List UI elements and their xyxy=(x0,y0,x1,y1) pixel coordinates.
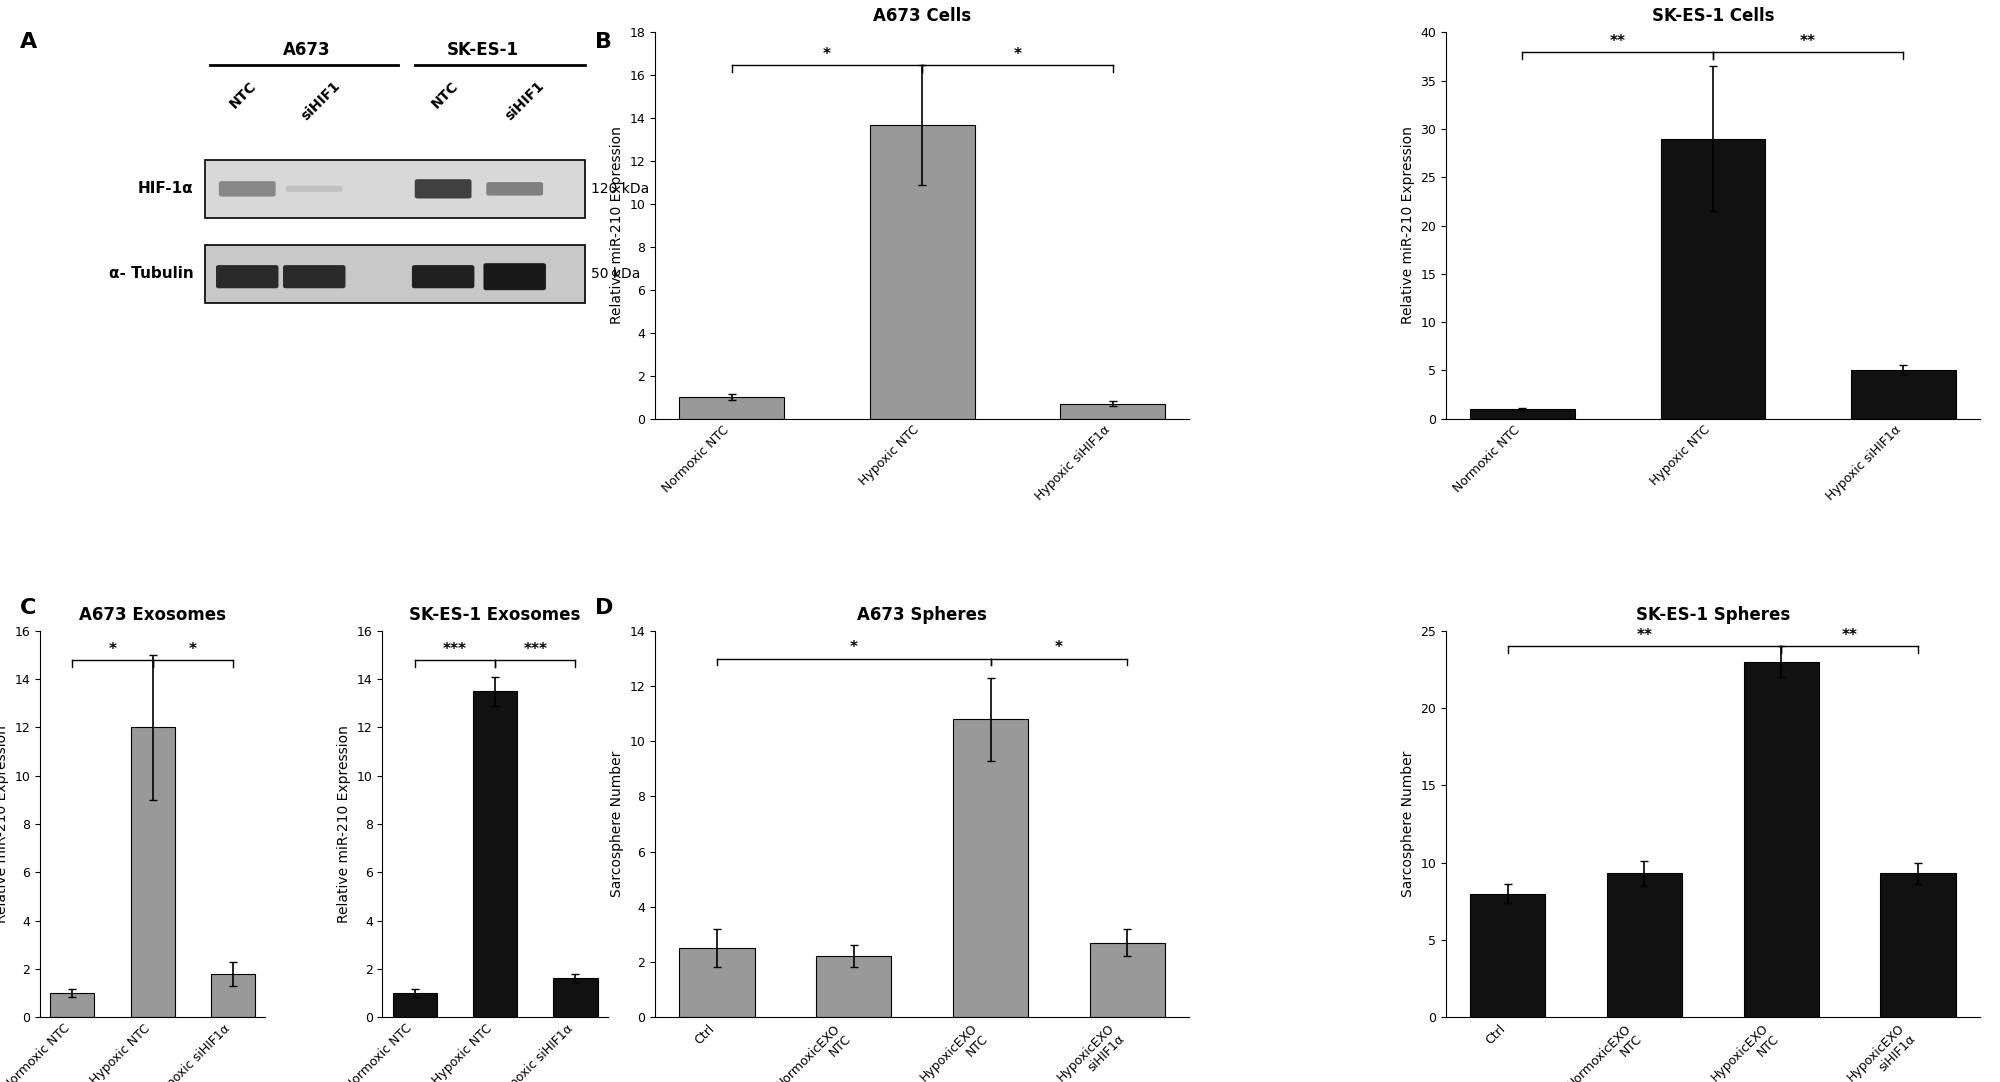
Y-axis label: Sarcosphere Number: Sarcosphere Number xyxy=(610,751,624,897)
Bar xyxy=(1660,138,1766,419)
Text: A: A xyxy=(20,32,38,52)
Bar xyxy=(954,720,1028,1017)
Bar xyxy=(392,993,436,1017)
Text: 120 kDa: 120 kDa xyxy=(590,182,650,196)
Bar xyxy=(870,124,974,419)
Text: **: ** xyxy=(1800,34,1816,49)
Bar xyxy=(1470,409,1574,419)
Y-axis label: Relative miR-210 Expression: Relative miR-210 Expression xyxy=(1400,127,1414,325)
Bar xyxy=(474,691,518,1017)
Text: **: ** xyxy=(1636,629,1652,644)
Text: *: * xyxy=(824,47,832,62)
Bar xyxy=(1606,873,1682,1017)
FancyBboxPatch shape xyxy=(484,263,546,290)
Y-axis label: Relative miR-210 Expression: Relative miR-210 Expression xyxy=(338,725,352,923)
Text: **: ** xyxy=(1842,629,1858,644)
FancyBboxPatch shape xyxy=(486,182,544,196)
Y-axis label: Sarcosphere Number: Sarcosphere Number xyxy=(1400,751,1414,897)
Bar xyxy=(680,948,754,1017)
Text: C: C xyxy=(20,598,36,619)
Bar xyxy=(1880,873,1956,1017)
Text: *: * xyxy=(188,642,196,657)
Title: A673 Cells: A673 Cells xyxy=(874,8,972,25)
Text: NTC: NTC xyxy=(228,79,260,111)
Title: A673 Exosomes: A673 Exosomes xyxy=(80,606,226,624)
Text: ***: *** xyxy=(442,642,466,657)
Bar xyxy=(130,727,174,1017)
Title: SK-ES-1 Cells: SK-ES-1 Cells xyxy=(1652,8,1774,25)
Text: NTC: NTC xyxy=(428,79,462,111)
Bar xyxy=(1060,404,1166,419)
Text: D: D xyxy=(596,598,614,619)
FancyBboxPatch shape xyxy=(286,186,342,192)
Text: *: * xyxy=(108,642,116,657)
Bar xyxy=(1470,894,1546,1017)
Text: HIF-1α: HIF-1α xyxy=(138,182,194,196)
Bar xyxy=(210,974,256,1017)
Title: SK-ES-1 Spheres: SK-ES-1 Spheres xyxy=(1636,606,1790,624)
Bar xyxy=(816,956,892,1017)
Text: *: * xyxy=(850,641,858,656)
Bar xyxy=(554,978,598,1017)
FancyBboxPatch shape xyxy=(204,245,586,303)
Bar xyxy=(50,993,94,1017)
FancyBboxPatch shape xyxy=(412,265,474,288)
FancyBboxPatch shape xyxy=(218,181,276,197)
Y-axis label: Relative miR-210 Expression: Relative miR-210 Expression xyxy=(0,725,8,923)
Text: A673: A673 xyxy=(284,41,330,60)
Text: *: * xyxy=(1056,641,1064,656)
FancyBboxPatch shape xyxy=(414,180,472,198)
Text: 50 kDa: 50 kDa xyxy=(590,267,640,281)
Bar xyxy=(680,397,784,419)
Text: siHIF1: siHIF1 xyxy=(502,79,548,123)
Title: SK-ES-1 Exosomes: SK-ES-1 Exosomes xyxy=(410,606,580,624)
Text: ***: *** xyxy=(524,642,548,657)
Text: *: * xyxy=(1014,47,1022,62)
Title: A673 Spheres: A673 Spheres xyxy=(858,606,988,624)
Text: B: B xyxy=(596,32,612,52)
FancyBboxPatch shape xyxy=(216,265,278,288)
Text: siHIF1: siHIF1 xyxy=(298,79,342,123)
Text: SK-ES-1: SK-ES-1 xyxy=(446,41,518,60)
FancyBboxPatch shape xyxy=(204,160,586,217)
Bar xyxy=(1744,662,1818,1017)
Y-axis label: Relative miR-210 Expression: Relative miR-210 Expression xyxy=(610,127,624,325)
FancyBboxPatch shape xyxy=(284,265,346,288)
Bar xyxy=(1090,942,1166,1017)
Text: α- Tubulin: α- Tubulin xyxy=(108,266,194,281)
Bar xyxy=(1850,370,1956,419)
Text: **: ** xyxy=(1610,34,1626,49)
